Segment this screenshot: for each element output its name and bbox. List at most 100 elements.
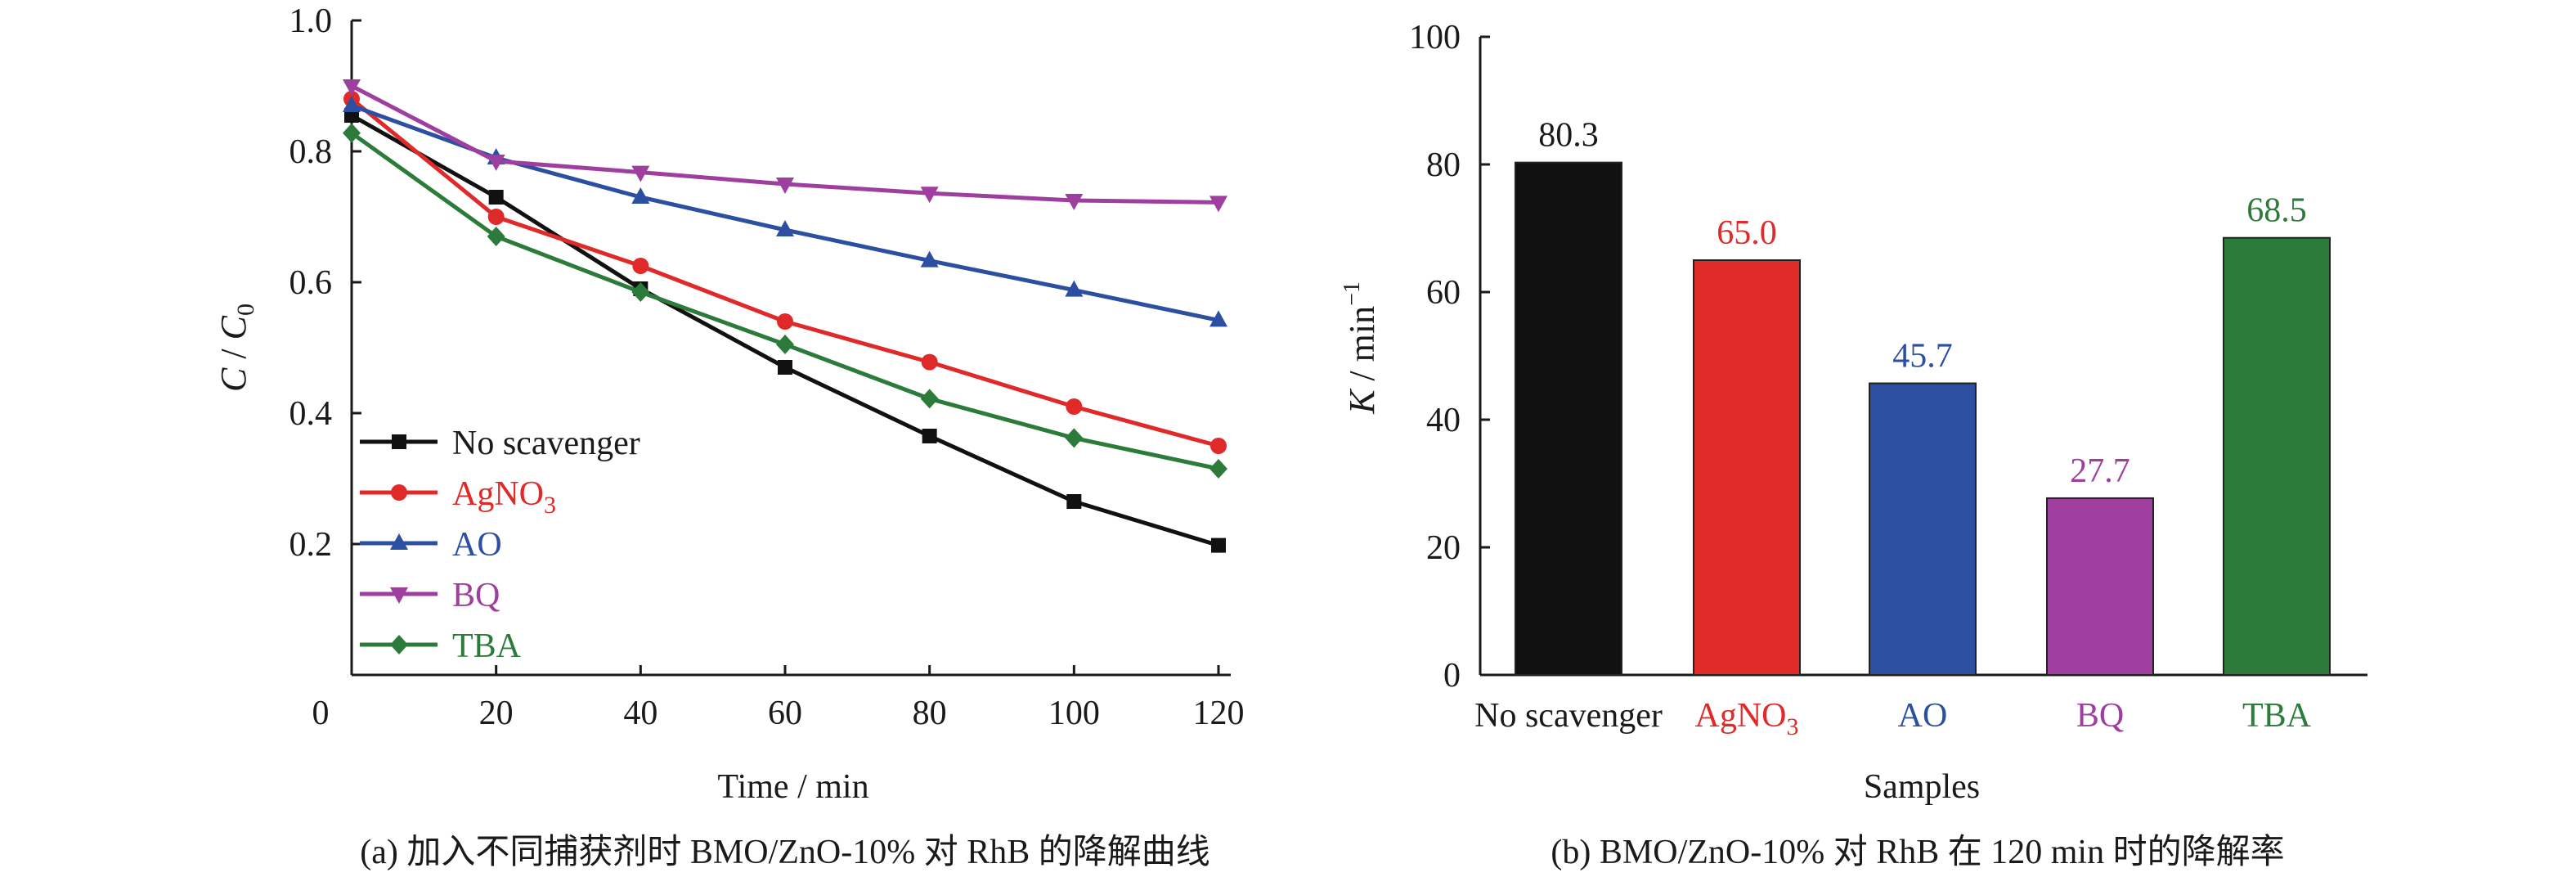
data-point-tba-4 — [920, 389, 939, 409]
bar-value-label: 68.5 — [2246, 192, 2307, 230]
legend-item-no_scavenger: No scavenger — [360, 425, 640, 462]
line-chart-y-tick-label: 0.8 — [289, 133, 333, 171]
series-line-ao — [351, 103, 1219, 322]
series-bq — [343, 79, 1227, 213]
bar-value-label: 45.7 — [1892, 338, 1953, 376]
line-chart-x-tick-label: 80 — [913, 695, 947, 732]
data-point-bq-4 — [920, 187, 939, 204]
bar-chart-bars-layer: 80.3 No scavenger 65.0 AgNO3 45.7 AO 27.7 BQ 68.… — [1474, 117, 2331, 740]
data-point-agno3-4 — [921, 353, 938, 371]
bar-group-tba: 68.5 TBA — [2223, 192, 2331, 735]
data-point-bq-6 — [1209, 196, 1227, 213]
data-point-no_scavenger-3 — [778, 360, 792, 375]
bar-category-label: No scavenger — [1474, 697, 1663, 735]
bar-chart-y-tick-label: 20 — [1426, 529, 1461, 567]
bar-chart-panel: 0 20 40 60 80 100 80.3 No scavenger 65.0 AgNO3 45… — [1340, 19, 2367, 871]
line-chart-y-axis-label: C / C0 — [213, 304, 259, 392]
bar-no_scavenger — [1515, 161, 1622, 677]
data-point-bq-1 — [487, 155, 505, 171]
line-chart-x-tick-label: 20 — [479, 695, 514, 732]
line-chart-y-tick-label: 0.2 — [289, 526, 333, 564]
data-point-bq-5 — [1065, 194, 1084, 210]
data-point-agno3-3 — [777, 313, 793, 330]
line-chart-x-tick-label: 120 — [1193, 695, 1245, 732]
data-point-no_scavenger-4 — [922, 429, 937, 443]
line-chart-panel: 0 20 40 60 80 100 120 0.2 0.4 0.6 0.8 1.0 Time / m… — [213, 2, 1245, 871]
caption-a: (a) 加入不同捕获剂时 BMO/ZnO-10% 对 RhB 的降解曲线 — [360, 834, 1209, 871]
line-chart-y-tick-label: 0.6 — [289, 264, 333, 302]
data-point-ao-5 — [1065, 280, 1084, 297]
data-point-ao-2 — [631, 187, 650, 204]
data-point-tba-1 — [487, 227, 505, 246]
data-point-agno3-2 — [632, 258, 649, 274]
bar-group-no_scavenger: 80.3 No scavenger — [1474, 117, 1663, 735]
legend-swatch-marker — [392, 434, 406, 449]
bar-value-label: 27.7 — [2070, 452, 2130, 490]
bar-bq — [2046, 497, 2154, 676]
bar-chart-y-tick-label: 100 — [1409, 19, 1461, 56]
legend-swatch-marker — [390, 635, 408, 654]
series-ao — [343, 96, 1227, 327]
bar-chart-y-tick-label: 40 — [1426, 402, 1461, 439]
line-chart-x-tick-label: 0 — [312, 695, 330, 732]
bar-chart-y-tick-label: 60 — [1426, 274, 1461, 312]
data-point-no_scavenger-5 — [1066, 494, 1082, 509]
bar-chart-x-axis-label: Samples — [1864, 768, 1980, 806]
data-point-ao-6 — [1209, 310, 1227, 327]
legend-item-bq: BQ — [360, 577, 500, 614]
data-point-bq-2 — [631, 165, 650, 182]
caption-b: (b) BMO/ZnO-10% 对 RhB 在 120 min 时的降解率 — [1551, 833, 2284, 871]
data-point-tba-5 — [1065, 428, 1084, 448]
bar-tba — [2223, 236, 2331, 676]
data-point-agno3-5 — [1066, 398, 1083, 415]
line-chart-x-axis-label: Time / min — [717, 768, 868, 806]
legend-label: TBA — [452, 627, 522, 665]
bar-category-label: AO — [1898, 697, 1948, 735]
data-point-ao-0 — [343, 96, 361, 112]
legend-swatch-marker — [390, 533, 408, 550]
legend-label: AgNO3 — [452, 475, 556, 519]
data-point-agno3-1 — [487, 209, 505, 225]
data-point-tba-3 — [776, 335, 794, 354]
bar-chart-y-axis-label: K / min−1 — [1340, 281, 1382, 415]
bar-category-label: BQ — [2076, 697, 2124, 735]
line-chart-y-ticks: 0.2 0.4 0.6 0.8 1.0 — [289, 2, 361, 564]
bar-group-ao: 45.7 AO — [1869, 338, 1977, 735]
data-point-ao-4 — [920, 250, 939, 268]
line-chart-y-tick-label: 1.0 — [289, 2, 333, 40]
bar-chart-y-tick-label: 80 — [1426, 146, 1461, 184]
data-point-no_scavenger-6 — [1211, 537, 1226, 553]
line-chart-x-tick-label: 40 — [623, 695, 657, 732]
bar-chart-y-ticks: 0 20 40 60 80 100 — [1409, 19, 1490, 695]
data-point-bq-3 — [776, 178, 794, 194]
data-point-ao-3 — [776, 220, 794, 236]
legend-swatch-marker — [390, 587, 408, 604]
bar-group-bq: 27.7 BQ — [2046, 452, 2154, 735]
bar-agno3 — [1693, 259, 1801, 676]
line-chart-legend: No scavenger AgNO3 AO BQ TBA — [360, 425, 640, 665]
bar-chart-y-tick-label: 0 — [1443, 657, 1461, 695]
legend-swatch-marker — [391, 484, 407, 501]
legend-item-ao: AO — [360, 526, 502, 564]
legend-label: No scavenger — [452, 425, 640, 462]
data-point-no_scavenger-1 — [488, 190, 504, 205]
series-tba — [343, 123, 1227, 479]
bar-value-label: 65.0 — [1717, 214, 1777, 252]
bar-category-label: AgNO3 — [1695, 697, 1799, 740]
data-point-bq-0 — [343, 79, 361, 96]
bar-ao — [1869, 382, 1977, 676]
line-chart-y-tick-label: 0.4 — [289, 395, 333, 433]
data-point-tba-2 — [631, 282, 650, 302]
data-point-tba-0 — [343, 123, 361, 143]
legend-item-agno3: AgNO3 — [360, 475, 556, 519]
legend-label: BQ — [452, 577, 500, 614]
legend-item-tba: TBA — [360, 627, 522, 665]
data-point-agno3-6 — [1210, 438, 1227, 454]
bar-category-label: TBA — [2242, 697, 2312, 735]
line-chart-x-tick-label: 60 — [768, 695, 802, 732]
data-point-tba-6 — [1209, 459, 1227, 479]
series-agno3 — [343, 91, 1227, 454]
line-chart-x-tick-label: 100 — [1048, 695, 1100, 732]
legend-label: AO — [452, 526, 502, 564]
